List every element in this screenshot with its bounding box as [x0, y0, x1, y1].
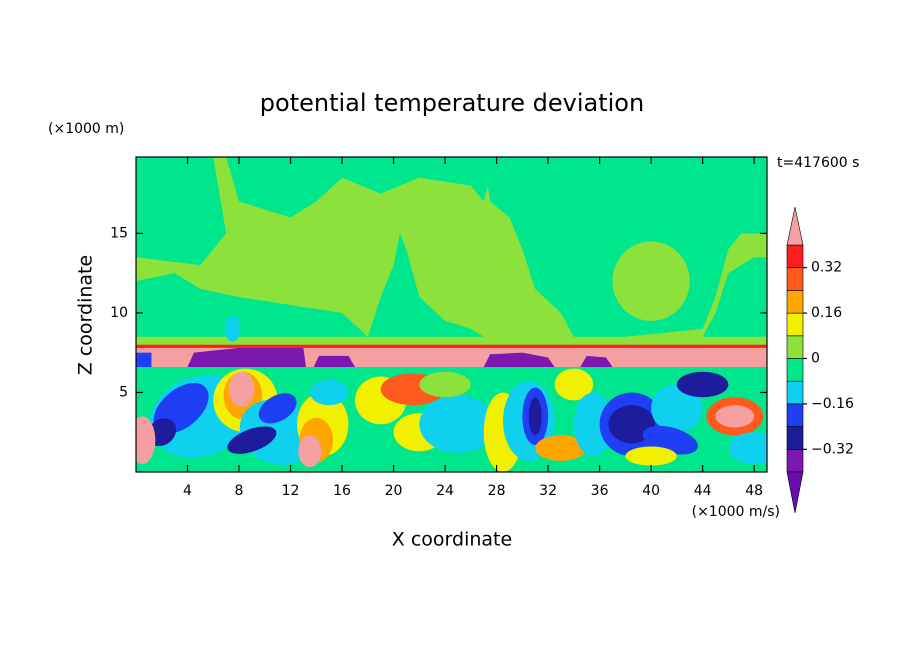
contour-region [580, 355, 613, 367]
colorbar-box [786, 312, 804, 337]
x-tick-label: 24 [436, 483, 454, 499]
x-axis-label: X coordinate [392, 529, 512, 551]
contour-region [187, 347, 306, 367]
x-tick-label: 8 [235, 483, 244, 499]
annotation: t=417600 s [777, 155, 859, 171]
contour-region [367, 233, 484, 337]
colorbar-label: 0.16 [811, 305, 842, 321]
contour-region [136, 157, 227, 266]
y-tick-label: 5 [119, 384, 128, 400]
contour-region [483, 157, 767, 337]
contour-region [535, 435, 587, 461]
colorbar-label: −0.32 [811, 441, 854, 457]
colorbar-box [786, 335, 804, 359]
x-tick-label: 32 [539, 483, 557, 499]
x-tick-label: 44 [694, 483, 712, 499]
colorbar-extend-high [786, 206, 804, 246]
contour-region [136, 273, 368, 337]
contour-region [612, 241, 690, 321]
contour-region [702, 257, 767, 337]
colorbar-extend-low [786, 471, 804, 514]
colorbar-box [786, 380, 804, 405]
colorbar-box [786, 403, 804, 427]
x-unit: (×1000 m/s) [692, 504, 780, 520]
x-tick-label: 20 [385, 483, 403, 499]
contour-region [573, 392, 613, 457]
contour-region [528, 397, 542, 436]
colorbar-box [786, 358, 804, 382]
contour-region [227, 426, 277, 454]
y-unit: (×1000 m) [48, 121, 124, 137]
contour-region [651, 384, 703, 433]
x-tick-label: 36 [591, 483, 609, 499]
contour-region [419, 395, 497, 453]
y-axis-label: Z coordinate [75, 255, 97, 375]
y-tick-label: 15 [110, 225, 128, 241]
contour-region [258, 393, 297, 424]
colorbar-box [786, 426, 804, 450]
contour-region [213, 254, 291, 293]
chart-title: potential temperature deviation [260, 89, 644, 117]
contour-field [136, 157, 767, 472]
contour-region [136, 344, 767, 348]
contour-region [298, 435, 322, 468]
contour-region [136, 416, 156, 465]
colorbar-label: −0.16 [811, 396, 854, 412]
contour-region [313, 355, 355, 367]
contour-region [554, 368, 594, 401]
colorbar-label: 0.32 [811, 260, 842, 276]
contour-region [715, 405, 755, 428]
contour-region [228, 371, 255, 407]
plot-frame [135, 156, 768, 473]
x-tick-label: 16 [333, 483, 351, 499]
contour-region [483, 352, 555, 367]
colorbar-box [786, 244, 804, 269]
contour-region [309, 379, 349, 406]
contour-region [224, 316, 241, 342]
contour-region [728, 432, 767, 465]
colorbar-box [786, 448, 804, 473]
x-tick-label: 4 [183, 483, 192, 499]
x-tick-label: 40 [642, 483, 660, 499]
colorbar-box [786, 290, 804, 314]
colorbar-box [786, 267, 804, 291]
y-tick-label: 10 [110, 305, 128, 321]
contour-region [676, 371, 729, 398]
x-tick-label: 28 [488, 483, 506, 499]
contour-region [419, 371, 471, 398]
colorbar-label: 0 [811, 351, 820, 367]
contour-region [625, 446, 677, 466]
x-tick-label: 12 [282, 483, 300, 499]
contour-region [226, 157, 497, 218]
x-tick-label: 48 [745, 483, 763, 499]
contour-region [136, 352, 152, 367]
